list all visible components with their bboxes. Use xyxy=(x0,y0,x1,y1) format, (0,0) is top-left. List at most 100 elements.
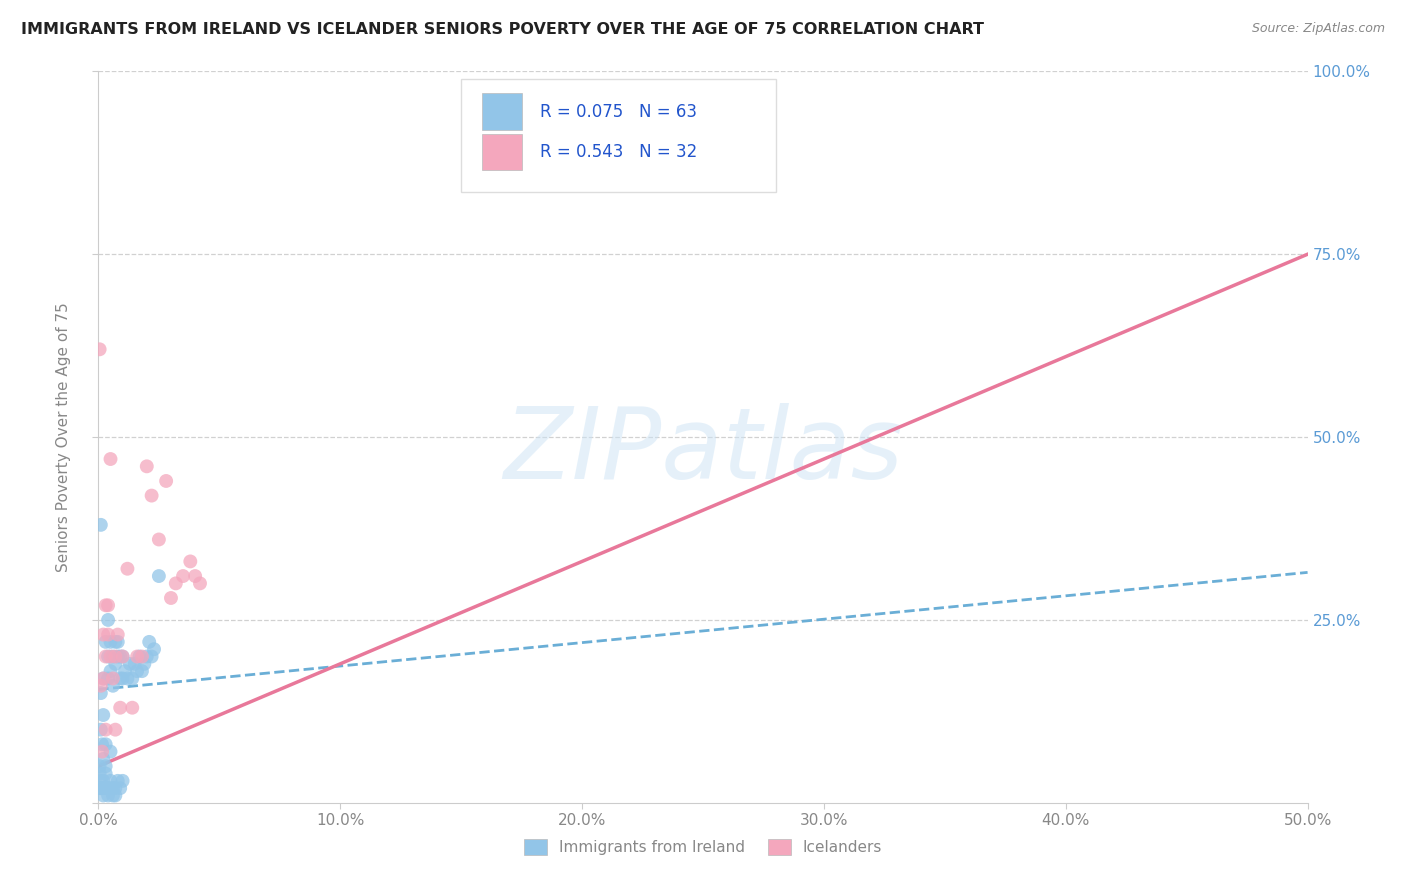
Point xyxy=(108,649,131,664)
Point xyxy=(141,649,163,664)
Point xyxy=(91,708,114,723)
Point xyxy=(107,635,129,649)
Y-axis label: Seniors Poverty Over the Age of 75: Seniors Poverty Over the Age of 75 xyxy=(56,302,72,572)
Point xyxy=(94,649,117,664)
Point xyxy=(117,562,139,576)
Point xyxy=(90,781,112,796)
Point xyxy=(111,672,134,686)
Text: Source: ZipAtlas.com: Source: ZipAtlas.com xyxy=(1251,22,1385,36)
Point xyxy=(100,781,122,796)
Point xyxy=(111,649,134,664)
Point xyxy=(108,672,131,686)
Point xyxy=(104,657,127,671)
Point xyxy=(91,672,114,686)
Text: ZIPatlas: ZIPatlas xyxy=(503,403,903,500)
Point xyxy=(94,737,117,751)
Point xyxy=(127,649,149,664)
Point xyxy=(107,773,129,788)
Point xyxy=(91,752,114,766)
Point xyxy=(90,679,112,693)
Point xyxy=(104,723,127,737)
Point xyxy=(165,576,187,591)
Point xyxy=(91,745,114,759)
Point xyxy=(148,569,170,583)
Point xyxy=(91,672,114,686)
Text: IMMIGRANTS FROM IRELAND VS ICELANDER SENIORS POVERTY OVER THE AGE OF 75 CORRELAT: IMMIGRANTS FROM IRELAND VS ICELANDER SEN… xyxy=(21,22,984,37)
Point xyxy=(111,649,134,664)
Point xyxy=(101,672,124,686)
Point xyxy=(118,657,141,671)
Point xyxy=(100,773,122,788)
Point xyxy=(91,737,114,751)
Point xyxy=(114,664,136,678)
Point xyxy=(91,773,114,788)
Point xyxy=(90,773,112,788)
Point xyxy=(90,781,112,796)
Point xyxy=(117,672,139,686)
Point xyxy=(101,789,124,803)
Point xyxy=(89,759,111,773)
Point xyxy=(101,649,124,664)
Point xyxy=(148,533,170,547)
Point xyxy=(90,723,112,737)
Point xyxy=(89,766,111,780)
Point xyxy=(160,591,183,605)
Point xyxy=(94,781,117,796)
Point xyxy=(179,554,201,568)
Point xyxy=(127,664,149,678)
Point xyxy=(100,452,122,467)
Point xyxy=(104,635,127,649)
Point xyxy=(90,517,112,532)
Bar xyxy=(482,94,522,130)
Point xyxy=(94,781,117,796)
Point xyxy=(108,781,131,796)
Point xyxy=(121,672,143,686)
FancyBboxPatch shape xyxy=(461,78,776,192)
Point xyxy=(91,789,114,803)
Point xyxy=(94,766,117,780)
Point xyxy=(90,686,112,700)
Text: R = 0.543   N = 32: R = 0.543 N = 32 xyxy=(540,143,697,161)
Point xyxy=(94,723,117,737)
Point xyxy=(124,657,146,671)
Point xyxy=(107,627,129,641)
Point xyxy=(100,649,122,664)
Point xyxy=(143,642,166,657)
Point xyxy=(108,700,131,714)
Point xyxy=(97,627,120,641)
Point xyxy=(91,627,114,641)
Point xyxy=(138,635,160,649)
Point xyxy=(141,489,163,503)
Point xyxy=(97,613,120,627)
Point xyxy=(94,759,117,773)
Point xyxy=(188,576,211,591)
Point xyxy=(97,649,120,664)
Point xyxy=(104,781,127,796)
Point xyxy=(128,649,150,664)
Point xyxy=(94,599,117,613)
Point xyxy=(111,773,134,788)
Point xyxy=(97,672,120,686)
Point xyxy=(131,649,153,664)
Point xyxy=(89,343,111,357)
Point xyxy=(94,635,117,649)
Point xyxy=(101,781,124,796)
Legend: Immigrants from Ireland, Icelanders: Immigrants from Ireland, Icelanders xyxy=(517,833,889,861)
Point xyxy=(100,635,122,649)
Point xyxy=(107,649,129,664)
Point xyxy=(121,700,143,714)
Point xyxy=(91,781,114,796)
Point xyxy=(97,789,120,803)
Point xyxy=(134,657,156,671)
Point xyxy=(131,664,153,678)
Point xyxy=(104,789,127,803)
Point xyxy=(135,649,157,664)
Point xyxy=(172,569,194,583)
Point xyxy=(101,679,124,693)
Point xyxy=(100,664,122,678)
Point xyxy=(100,745,122,759)
Point xyxy=(104,649,127,664)
Point xyxy=(97,781,120,796)
Point xyxy=(97,599,120,613)
Point xyxy=(184,569,207,583)
